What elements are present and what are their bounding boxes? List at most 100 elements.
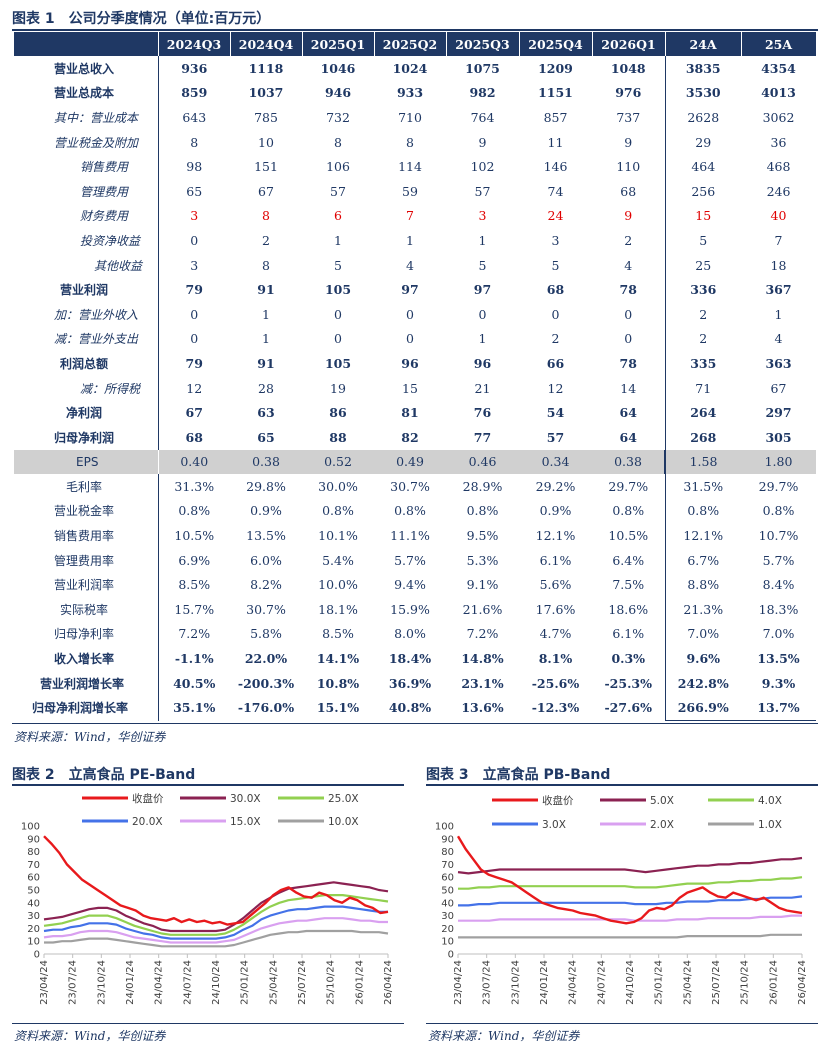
table-cell: 86 (329, 405, 347, 421)
table-cell: 1 (478, 331, 487, 347)
table-cell: 9.5% (466, 528, 499, 544)
table-cell: 1118 (248, 60, 284, 76)
legend-label: 4.0X (758, 795, 782, 807)
table-cell: 7.0% (687, 626, 720, 642)
table-cell: 40 (770, 208, 787, 224)
table-cell: 11 (547, 134, 564, 150)
table-cell: -25.6% (531, 675, 580, 691)
table-cell: 30.0% (318, 478, 358, 494)
y-tick-label: 10 (441, 937, 454, 948)
table-cell: 1037 (248, 85, 284, 101)
row-label: 销售费用率 (14, 523, 159, 548)
row-label: 加：营业外收入 (14, 301, 159, 327)
table-cell: 35.1% (173, 700, 216, 716)
table-cell: 151 (254, 159, 278, 175)
table-cell: 10.1% (318, 528, 358, 544)
y-tick-label: 80 (27, 847, 40, 858)
table-cell: 9.3% (761, 675, 796, 691)
fig1-top-rule (12, 29, 818, 31)
x-tick-label: 26/04/24 (383, 960, 394, 1005)
table-cell: 2 (262, 232, 270, 248)
table-cell: 1046 (320, 60, 356, 76)
table-cell: 67 (258, 183, 274, 199)
table-cell: 106 (326, 159, 350, 175)
y-tick-label: 70 (441, 860, 454, 871)
y-tick-label: 10 (27, 937, 40, 948)
table-cell: 6.9% (178, 552, 211, 568)
table-cell: 13.7% (741, 695, 816, 722)
table-cell: 68 (546, 282, 565, 298)
x-tick-label: 25/04/24 (268, 960, 279, 1005)
table-cell: 67 (770, 380, 787, 396)
table-cell: 14.8% (461, 651, 504, 667)
table-row: 归母净利率 7.2% 5.8% 8.5% 8.0% 7.2% 4.7% 6.1% 7.0% 7.0… (14, 621, 816, 647)
table-cell: 7.0% (762, 626, 795, 642)
x-tick-label: 23/07/24 (68, 960, 79, 1005)
column-header: 2025Q1 (302, 32, 375, 56)
x-tick-label: 24/01/24 (539, 960, 550, 1005)
table-cell: 859 (181, 85, 208, 101)
table-cell: 0 (190, 306, 199, 322)
table-cell: 2 (592, 228, 666, 253)
table-row: 投资净收益 0 2 1 1 1 3 2 5 7 (14, 228, 816, 253)
table-cell: 18.3% (758, 601, 799, 617)
table-cell: 982 (469, 85, 496, 101)
table-row: 营业利润 79 91 105 97 97 68 78 336 367 (14, 277, 816, 302)
series-line-20.0X (43, 905, 388, 940)
column-header: 25A (741, 32, 817, 56)
table-cell: 764 (470, 109, 495, 125)
table-cell: 2 (699, 306, 708, 322)
table-cell: 336 (690, 282, 717, 298)
table-cell: 4 (406, 257, 414, 273)
table-cell: 0.49 (374, 449, 446, 475)
y-tick-label: 80 (441, 847, 454, 858)
y-tick-label: 50 (27, 886, 40, 897)
table-cell: 0 (478, 306, 487, 322)
table-cell: 36 (770, 134, 787, 150)
table-cell: 68 (185, 429, 203, 445)
table-cell: 14 (592, 375, 666, 401)
table-cell: 363 (765, 355, 792, 371)
table-cell: 2 (551, 331, 560, 347)
table-cell: 64 (592, 424, 666, 450)
table-cell: 0 (190, 331, 199, 347)
row-label: 管理费用 (14, 178, 159, 204)
x-tick-label: 26/01/24 (354, 960, 365, 1005)
table-cell: 81 (401, 405, 419, 421)
table-cell: 10.5% (592, 523, 666, 548)
x-tick-label: 23/10/24 (510, 960, 521, 1005)
row-label: 减：营业外支出 (14, 326, 159, 352)
table-cell: 40.8% (388, 700, 432, 716)
table-row: 净利润 67 63 86 81 76 54 64 264 297 (14, 400, 816, 425)
table-cell: 31.5% (683, 478, 724, 494)
y-tick-label: 50 (441, 886, 454, 897)
table-cell: 57 (330, 183, 346, 199)
table-cell: 0.8% (592, 498, 666, 524)
table-row: 归母净利润 68 65 88 82 77 57 64 268 305 (14, 424, 816, 450)
table-row: 营业总收入 936 1118 1046 1024 1075 1209 1048 3835 4354 (14, 56, 816, 81)
table-cell: 10.5% (174, 528, 215, 544)
table-cell: 8.5% (322, 626, 354, 642)
table-cell: 5 (699, 232, 708, 248)
table-cell: 79 (185, 355, 203, 371)
series-line-1.0X (458, 933, 802, 939)
x-tick-label: 24/10/24 (625, 960, 636, 1005)
y-tick-label: 30 (441, 911, 454, 922)
x-tick-label: 25/10/24 (740, 960, 751, 1005)
financial-table: 2024Q3 2024Q4 2025Q1 2025Q2 2025Q3 2025Q4 2026… (14, 32, 817, 722)
table-cell: 114 (398, 159, 422, 175)
legend-label: 收盘价 (132, 792, 164, 805)
table-cell: 19 (330, 380, 346, 396)
table-cell: 1075 (465, 60, 500, 76)
y-tick-label: 40 (27, 898, 40, 909)
table-cell: 8 (262, 257, 270, 273)
table-cell: 66 (546, 355, 565, 371)
legend-label: 1.0X (758, 819, 782, 831)
row-label: 营业总收入 (14, 56, 159, 81)
table-cell: 8 (190, 134, 199, 150)
table-cell: 976 (592, 80, 666, 106)
table-row: 营业利润率 8.5% 8.2% 10.0% 9.4% 9.1% 5.6% 7.5% 8.8% 8.… (14, 572, 816, 598)
table-cell: 246 (766, 183, 791, 199)
row-label: 营业总成本 (14, 80, 159, 106)
